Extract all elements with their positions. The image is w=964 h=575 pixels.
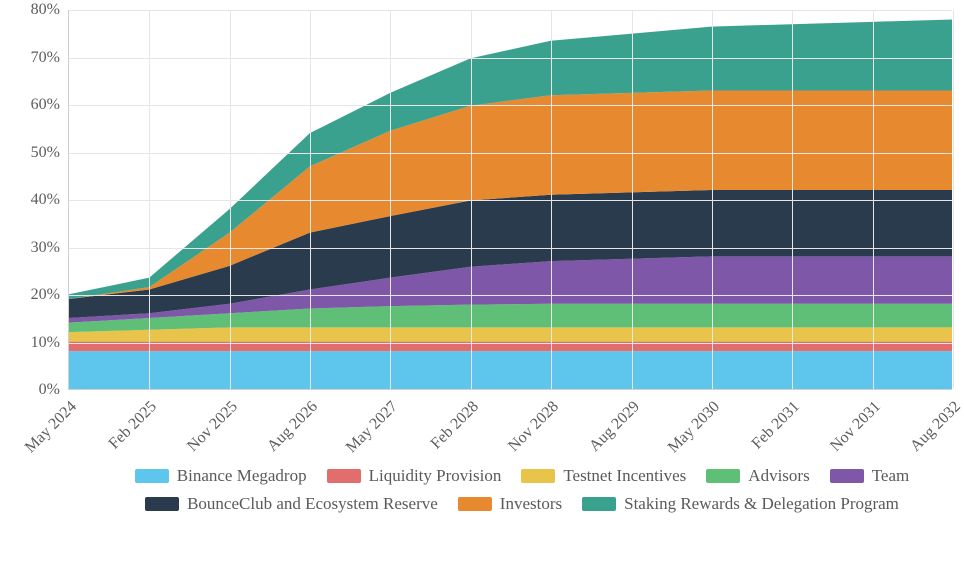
plot-area xyxy=(68,10,952,390)
legend-swatch xyxy=(135,469,169,483)
gridline-horizontal xyxy=(69,58,952,59)
x-axis-label: Nov 2031 xyxy=(827,398,885,456)
y-axis-label: 40% xyxy=(4,191,60,209)
legend-label: BounceClub and Ecosystem Reserve xyxy=(187,494,438,514)
legend-swatch xyxy=(582,497,616,511)
gridline-vertical xyxy=(632,10,633,389)
y-axis-label: 70% xyxy=(4,49,60,67)
gridline-vertical xyxy=(310,10,311,389)
legend-item: Investors xyxy=(458,494,562,514)
gridline-horizontal xyxy=(69,105,952,106)
legend-label: Liquidity Provision xyxy=(369,466,502,486)
legend-label: Staking Rewards & Delegation Program xyxy=(624,494,899,514)
y-axis-label: 80% xyxy=(4,1,60,19)
legend-label: Investors xyxy=(500,494,562,514)
gridline-vertical xyxy=(149,10,150,389)
legend-label: Advisors xyxy=(748,466,809,486)
x-axis-label: Feb 2031 xyxy=(749,398,804,453)
legend-item: Staking Rewards & Delegation Program xyxy=(582,494,899,514)
legend-swatch xyxy=(706,469,740,483)
y-axis-label: 10% xyxy=(4,334,60,352)
gridline-vertical xyxy=(390,10,391,389)
gridline-vertical xyxy=(953,10,954,389)
legend-swatch xyxy=(145,497,179,511)
gridline-horizontal xyxy=(69,343,952,344)
legend: Binance Megadrop Liquidity Provision Testn… xyxy=(100,466,944,514)
area-series xyxy=(69,351,952,389)
legend-label: Testnet Incentives xyxy=(563,466,686,486)
gridline-horizontal xyxy=(69,248,952,249)
x-axis-label: Aug 2026 xyxy=(264,398,322,456)
legend-item: Advisors xyxy=(706,466,809,486)
gridline-horizontal xyxy=(69,153,952,154)
area-series xyxy=(69,327,952,341)
y-axis-label: 20% xyxy=(4,286,60,304)
legend-item: Binance Megadrop xyxy=(135,466,307,486)
gridline-vertical xyxy=(792,10,793,389)
legend-label: Binance Megadrop xyxy=(177,466,307,486)
chart-stage: Binance Megadrop Liquidity Provision Testn… xyxy=(0,0,964,575)
legend-swatch xyxy=(458,497,492,511)
gridline-vertical xyxy=(471,10,472,389)
legend-swatch xyxy=(830,469,864,483)
legend-item: Testnet Incentives xyxy=(521,466,686,486)
x-axis-label: May 2027 xyxy=(343,398,402,457)
y-axis-label: 0% xyxy=(4,381,60,399)
gridline-horizontal xyxy=(69,10,952,11)
y-axis-label: 50% xyxy=(4,144,60,162)
x-axis-label: May 2024 xyxy=(22,398,81,457)
x-axis-label: Feb 2025 xyxy=(106,398,161,453)
legend-item: BounceClub and Ecosystem Reserve xyxy=(145,494,438,514)
legend-label: Team xyxy=(872,466,910,486)
gridline-vertical xyxy=(712,10,713,389)
x-axis-label: Feb 2028 xyxy=(427,398,482,453)
gridline-vertical xyxy=(551,10,552,389)
x-axis-label: May 2030 xyxy=(665,398,724,457)
y-axis-label: 60% xyxy=(4,96,60,114)
y-axis-label: 30% xyxy=(4,239,60,257)
gridline-horizontal xyxy=(69,295,952,296)
gridline-horizontal xyxy=(69,200,952,201)
legend-item: Liquidity Provision xyxy=(327,466,502,486)
x-axis-label: Aug 2032 xyxy=(907,398,964,456)
gridline-vertical xyxy=(230,10,231,389)
x-axis-label: Nov 2025 xyxy=(184,398,242,456)
x-axis-label: Nov 2028 xyxy=(505,398,563,456)
legend-item: Team xyxy=(830,466,910,486)
legend-swatch xyxy=(521,469,555,483)
x-axis-label: Aug 2029 xyxy=(586,398,644,456)
legend-swatch xyxy=(327,469,361,483)
gridline-vertical xyxy=(873,10,874,389)
